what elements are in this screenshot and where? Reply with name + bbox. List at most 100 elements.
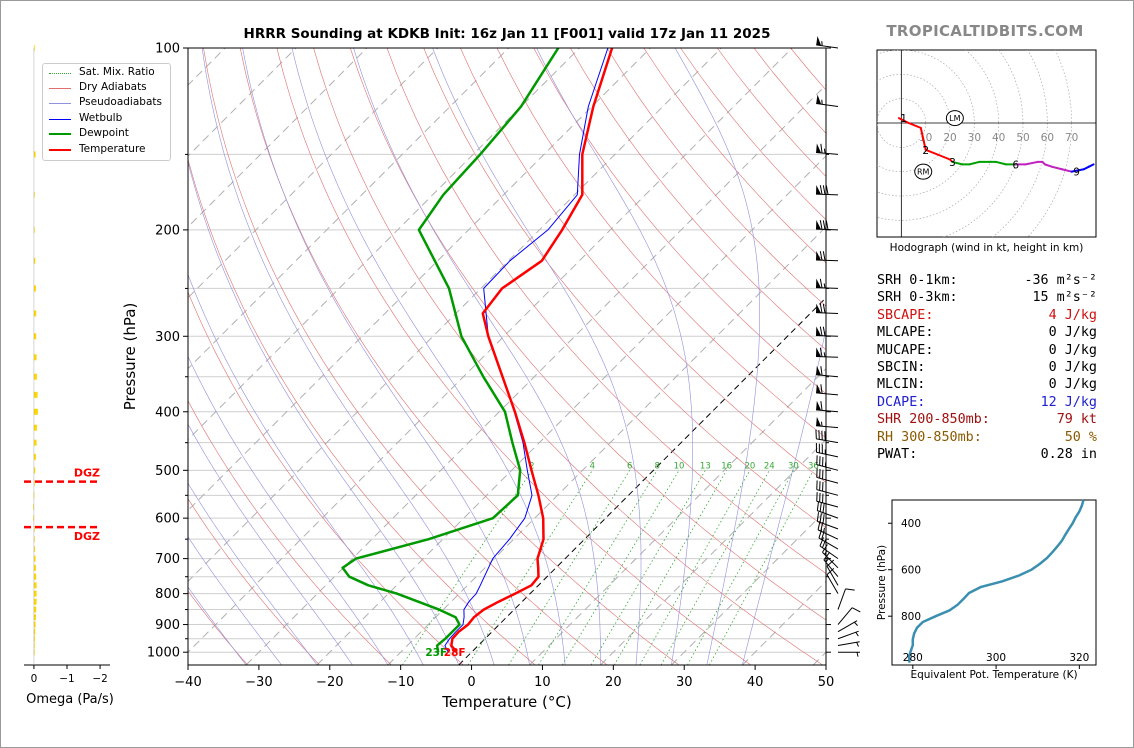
isotherm [188,48,580,441]
barb-staff [837,641,860,647]
dewpoint-surface-label: 23F [425,647,447,659]
param-row: MUCAPE: 0 J/kg [877,342,1097,359]
barb-staff [819,545,839,560]
barb-full [816,501,820,511]
dry-adiabat [276,48,752,665]
x-axis-title: Temperature (°C) [441,693,571,711]
param-value: 4 J/kg [1048,307,1097,323]
barb-pennant [816,143,822,153]
legend-swatch [49,88,71,89]
barb-full [825,185,829,195]
omega-bar [33,564,36,571]
barb-full [821,530,825,540]
dry-adiabat [386,48,826,574]
barb-full [822,503,825,513]
omega-bar [33,606,37,613]
barb-staff [816,374,839,378]
param-row: PWAT: 0.28 in [877,446,1097,463]
wind-barb [816,143,839,155]
barb-staff [817,520,839,530]
barb-pennant [816,251,822,261]
barb-full [822,185,826,195]
dry-adiabat [533,48,826,394]
mixing-ratio-label: 30 [788,461,799,471]
barb-pennant [816,94,822,105]
brand-watermark: TROPICALTIDBITS.COM [886,22,1084,40]
wind-barb [815,347,839,358]
param-row: MLCAPE: 0 J/kg [877,324,1097,341]
hodograph-segment [1070,168,1085,173]
mixing-ratio-label: 36 [808,461,819,471]
omega-bar [33,555,36,562]
omega-bar [33,354,37,361]
hodograph-caption: Hodograph (wind in kt, height in km) [890,242,1084,254]
mixing-ratio-label: 16 [721,461,732,471]
isotherm [188,48,793,653]
isotherm [188,48,651,512]
barb-staff [816,102,839,108]
barb-full [826,559,835,567]
param-label: SBCAPE: [877,307,934,323]
theta-x-tick-label: 300 [986,652,1006,664]
isotherm [529,367,826,665]
legend-swatch [49,133,71,135]
hodograph-segment [907,122,922,129]
barb-full [820,366,823,376]
wind-barb [815,303,839,314]
theta-x-tick-label: 320 [1069,652,1089,664]
barb-full [820,401,823,411]
barb-full [819,513,822,523]
temperature-surface-label: 28F [444,647,466,659]
hodograph-segment [1060,168,1073,173]
barb-half [823,283,826,289]
barb-full [819,251,823,261]
legend-label: Dry Adiabats [79,81,147,93]
hodograph-plot: 10 20 30 40 50 60 70 1 2 3 6 9 LM RM [877,50,1096,237]
barb-staff [816,500,839,508]
storm-motion-marker [945,110,964,127]
legend-swatch [49,73,71,74]
hodograph-height-label: 2 [922,145,929,157]
omega-bar [33,45,35,51]
legend-label: Sat. Mix. Ratio [79,66,155,78]
barb-full [823,552,830,561]
pseudoadiabat [536,48,693,665]
barb-pennant [816,303,822,313]
y-tick-label: 300 [155,330,180,345]
omega-bar [33,525,35,532]
wind-barb [816,512,839,530]
omega-bar [33,467,36,474]
barb-staff [816,438,839,444]
legend-label: Wetbulb [79,112,123,124]
omega-bar [33,408,38,415]
dry-adiabat [460,48,826,483]
param-label: MLCAPE: [877,325,934,341]
hodograph-height-label: 9 [1073,167,1080,179]
theta-x-axis-title: Equivalent Pot. Temperature (K) [910,669,1077,681]
barb-staff [837,620,858,633]
omega-bar [33,310,37,317]
wind-barb [815,278,839,289]
dry-adiabat [423,48,826,529]
barb-pennant [816,36,822,46]
barb-pennant [816,400,822,411]
pseudoadiabat [742,327,826,665]
mixing-ratio-line [613,470,727,665]
wind-barb [816,94,839,108]
barb-full [821,538,827,548]
storm-motion-marker [914,163,933,180]
hodograph-panel: 10 20 30 40 50 60 70 1 2 3 6 9 LM RM Hodograph (wind i… [876,49,1097,254]
mixing-ratio-label: 10 [674,461,685,471]
barb-staff [816,476,839,484]
barb-pennant [816,365,822,376]
x-tick-label: −20 [316,675,343,690]
barb-staff [816,489,839,496]
hodograph-ring-label: 20 [943,132,956,144]
param-label: SHR 200-850mb: [877,412,990,428]
storm-motion-label: RM [917,168,930,177]
barb-staff [837,588,846,610]
param-value: -36 m²s⁻² [1024,273,1097,288]
mixing-ratio-label: 2 [529,461,534,471]
y-tick-label: 100 [155,42,180,57]
barb-full [822,251,826,261]
